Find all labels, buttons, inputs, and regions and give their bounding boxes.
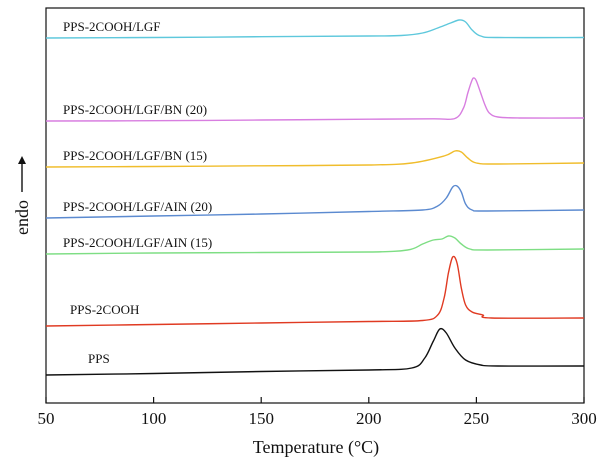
- x-tick-label: 300: [571, 409, 597, 428]
- series-curves: [45, 19, 585, 376]
- x-tick-label: 100: [141, 409, 167, 428]
- series-curve: [45, 149, 585, 168]
- plot-border: [45, 7, 585, 404]
- series-curve: [45, 19, 585, 39]
- x-tick-label: 250: [464, 409, 490, 428]
- plot-area: [45, 7, 585, 404]
- x-axis-ticks: 50 100 150 200 250 300: [38, 397, 597, 428]
- series-label: PPS-2COOH/LGF: [63, 19, 161, 34]
- series-curve: [45, 184, 585, 219]
- series-label: PPS-2COOH: [70, 302, 139, 317]
- series-label: PPS-2COOH/LGF/BN (20): [63, 102, 207, 117]
- x-tick-label: 200: [356, 409, 382, 428]
- series-label: PPS: [88, 351, 110, 366]
- endo-arrow-icon: [18, 156, 26, 192]
- x-tick-label: 150: [248, 409, 274, 428]
- y-axis-title: endo: [12, 200, 32, 235]
- x-tick-label: 50: [38, 409, 55, 428]
- series-labels: PPS-2COOH/LGF PPS-2COOH/LGF/BN (20) PPS-2C…: [63, 19, 212, 366]
- series-label: PPS-2COOH/LGF/AIN (15): [63, 235, 212, 250]
- series-label: PPS-2COOH/LGF/BN (15): [63, 148, 207, 163]
- series-label: PPS-2COOH/LGF/AIN (20): [63, 199, 212, 214]
- x-axis-title: Temperature (°C): [253, 437, 379, 458]
- series-curve: [45, 77, 585, 122]
- series-curve: [45, 235, 585, 255]
- y-axis-title-group: endo: [12, 156, 32, 235]
- series-curve: [45, 327, 585, 376]
- series-curve: [45, 255, 585, 327]
